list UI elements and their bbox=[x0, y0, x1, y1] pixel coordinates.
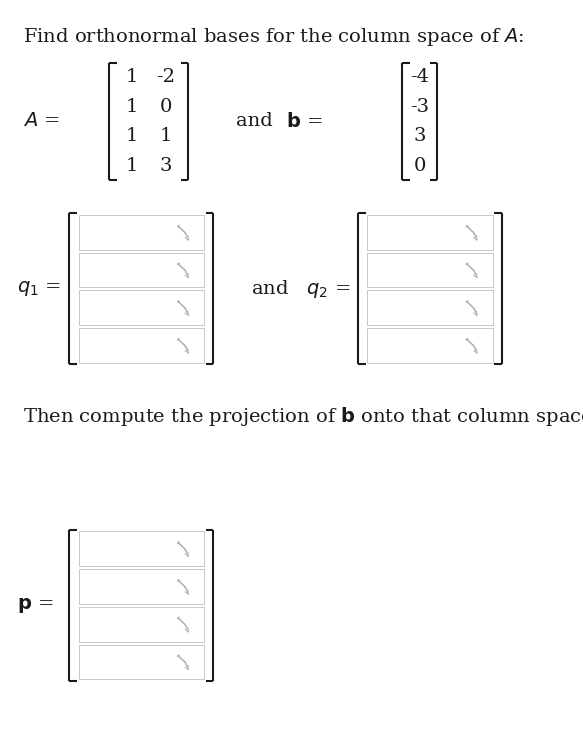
Text: $\mathbf{p}$ =: $\mathbf{p}$ = bbox=[17, 596, 54, 615]
Text: 0: 0 bbox=[413, 157, 426, 174]
Text: -4: -4 bbox=[410, 68, 429, 86]
Bar bbox=[79, 531, 204, 566]
Bar bbox=[79, 290, 204, 325]
Text: -3: -3 bbox=[410, 98, 429, 116]
Text: 1: 1 bbox=[125, 68, 138, 86]
Text: 1: 1 bbox=[125, 157, 138, 174]
Text: -2: -2 bbox=[156, 68, 175, 86]
Text: $\mathbf{b}$ =: $\mathbf{b}$ = bbox=[286, 112, 322, 131]
Text: 1: 1 bbox=[159, 127, 172, 145]
Bar bbox=[79, 569, 204, 604]
Text: and   $q_2$ =: and $q_2$ = bbox=[251, 278, 350, 300]
Text: Find orthonormal bases for the column space of $A$:: Find orthonormal bases for the column sp… bbox=[23, 26, 525, 48]
Bar bbox=[79, 645, 204, 679]
Text: 0: 0 bbox=[159, 98, 172, 116]
Text: 3: 3 bbox=[413, 127, 426, 145]
Bar bbox=[79, 215, 204, 250]
Bar bbox=[79, 328, 204, 363]
Text: 3: 3 bbox=[159, 157, 172, 174]
Bar bbox=[79, 252, 204, 287]
Text: 1: 1 bbox=[125, 127, 138, 145]
Bar bbox=[367, 252, 493, 287]
Text: Then compute the projection of $\mathbf{b}$ onto that column space:: Then compute the projection of $\mathbf{… bbox=[23, 405, 583, 428]
Bar bbox=[367, 290, 493, 325]
Text: and: and bbox=[236, 113, 273, 130]
Bar bbox=[79, 606, 204, 642]
Bar bbox=[367, 328, 493, 363]
Text: $q_1$ =: $q_1$ = bbox=[17, 280, 62, 298]
Bar bbox=[367, 215, 493, 250]
Text: 1: 1 bbox=[125, 98, 138, 116]
Text: $A$ =: $A$ = bbox=[23, 113, 60, 130]
